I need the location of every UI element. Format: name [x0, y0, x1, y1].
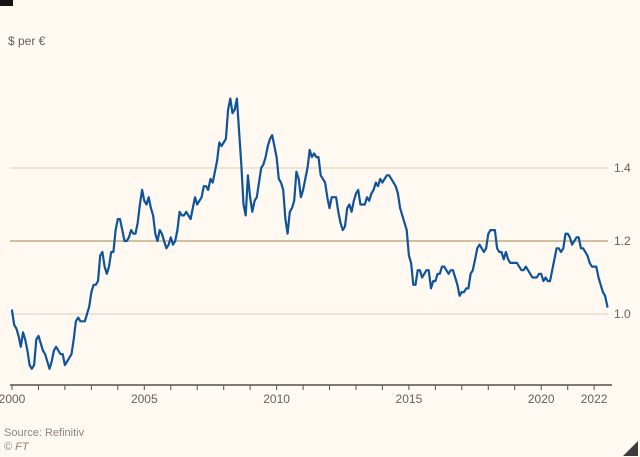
svg-text:1.2: 1.2 — [614, 234, 631, 248]
source-label: Source: Refinitiv — [4, 427, 85, 439]
svg-text:2010: 2010 — [263, 392, 290, 406]
top-left-corner-mark — [0, 0, 13, 6]
svg-text:2022: 2022 — [581, 392, 608, 406]
y-axis-unit-label: $ per € — [8, 34, 46, 48]
svg-text:2015: 2015 — [396, 392, 423, 406]
bottom-right-corner-mark — [623, 441, 638, 456]
svg-text:2005: 2005 — [131, 392, 158, 406]
svg-text:1.0: 1.0 — [614, 307, 631, 321]
svg-text:1.4: 1.4 — [614, 161, 631, 175]
svg-text:2000: 2000 — [0, 392, 26, 406]
ft-credit-label: © FT — [4, 441, 29, 453]
svg-text:2020: 2020 — [528, 392, 555, 406]
